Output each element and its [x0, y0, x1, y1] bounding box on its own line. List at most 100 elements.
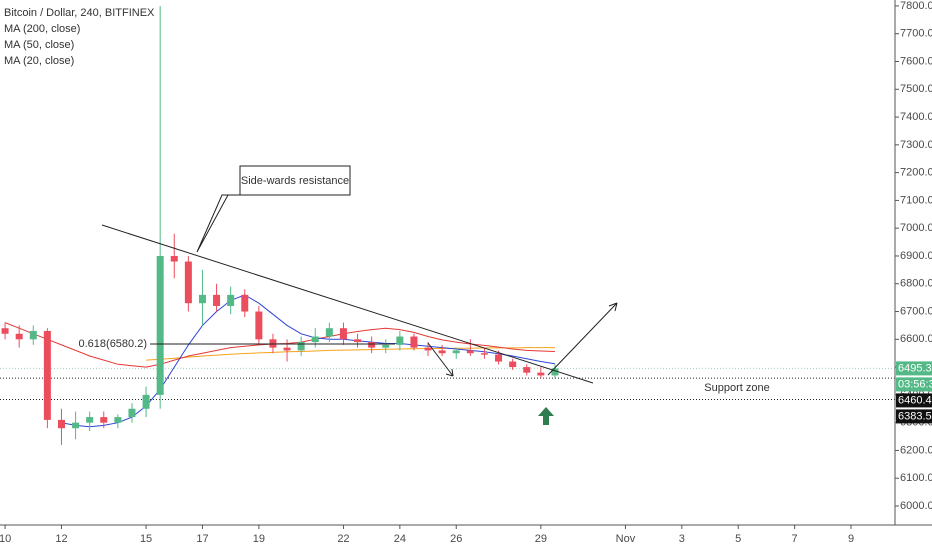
candle-body — [480, 353, 488, 355]
x-tick-label: 22 — [337, 533, 349, 545]
candle-body — [509, 361, 517, 368]
y-tick-label: 7100.0 — [900, 194, 932, 206]
x-tick-label: 12 — [55, 533, 67, 545]
countdown-tag — [896, 377, 932, 392]
candle-body — [213, 294, 221, 306]
candle-body — [410, 336, 418, 348]
legend: Bitcoin / Dollar, 240, BITFINEX MA (200,… — [4, 7, 155, 67]
y-tick-label: 6800.0 — [900, 278, 932, 290]
candle-body — [537, 372, 545, 376]
callout-box — [196, 165, 351, 253]
candle-body — [339, 328, 347, 340]
drawings: 0.618(6580.2) Side-wards resistance Supp… — [79, 165, 770, 425]
y-tick-label: 6600.0 — [900, 333, 932, 345]
candle-body — [424, 347, 432, 351]
y-tick-label: 6000.0 — [900, 500, 932, 512]
candles — [1, 5, 559, 445]
arrow-up — [547, 302, 618, 376]
x-tick-label: 26 — [450, 533, 462, 545]
candle-body — [198, 294, 206, 304]
candle-body — [184, 261, 192, 304]
candle-body — [269, 339, 277, 348]
x-tick-label: 19 — [253, 533, 265, 545]
candle-body — [551, 368, 559, 376]
y-tick-label: 7400.0 — [900, 111, 932, 123]
candle-body — [29, 330, 37, 340]
candle-body — [142, 394, 150, 409]
candle-body — [72, 422, 80, 429]
legend-entry: MA (50, close) — [4, 39, 74, 51]
candle-body — [283, 347, 291, 351]
candle-body — [466, 350, 474, 354]
trend-line — [101, 224, 594, 384]
candle-body — [325, 328, 333, 337]
x-tick-label: 17 — [196, 533, 208, 545]
candle-body — [495, 354, 503, 362]
x-tick-label: 29 — [535, 533, 547, 545]
price-tag-label: 6383.5 — [898, 410, 932, 422]
candle-body — [438, 350, 446, 354]
y-tick-label: 7300.0 — [900, 139, 932, 151]
candle-body — [128, 408, 136, 418]
y-tick-label: 7700.0 — [900, 28, 932, 40]
ma-line — [146, 347, 555, 361]
arrow-down — [427, 342, 454, 377]
candle-body — [57, 419, 65, 429]
candle-body — [100, 417, 108, 423]
x-tick-label: 10 — [0, 533, 11, 545]
candle-body — [227, 294, 235, 306]
y-tick-label: 7500.0 — [900, 83, 932, 95]
candle-body — [15, 333, 23, 340]
price-tag — [896, 393, 932, 408]
arrow-head — [445, 368, 454, 377]
candle-body — [1, 328, 9, 334]
y-tick-label: 6700.0 — [900, 305, 932, 317]
candle-body — [452, 350, 460, 354]
legend-entry: MA (200, close) — [4, 23, 80, 35]
fib-label: 0.618(6580.2) — [79, 338, 148, 350]
callout-text: Side-wards resistance — [241, 175, 349, 187]
x-tick-label: 5 — [735, 533, 741, 545]
price-tag — [896, 361, 932, 376]
candle-body — [396, 336, 404, 345]
support-label: Support zone — [704, 382, 769, 394]
candle-body — [170, 255, 178, 262]
symbol-title: Bitcoin / Dollar, 240, BITFINEX — [4, 7, 155, 19]
y-tick-label: 7200.0 — [900, 167, 932, 179]
y-tick-label: 7000.0 — [900, 222, 932, 234]
price-tag — [896, 409, 932, 424]
up-marker — [538, 407, 554, 425]
arrow-head — [608, 302, 618, 312]
candle-body — [297, 342, 305, 351]
candle-body — [354, 339, 362, 343]
candle-body — [156, 255, 164, 395]
y-tick-label: 6200.0 — [900, 444, 932, 456]
price-tag-label: 6460.4 — [898, 394, 932, 406]
legend-entry: MA (20, close) — [4, 55, 74, 67]
candle-body — [241, 294, 249, 312]
countdown-label: 03:56:39 — [898, 378, 932, 390]
candle-body — [368, 342, 376, 348]
y-tick-label: 6100.0 — [900, 472, 932, 484]
x-tick-label: 15 — [140, 533, 152, 545]
candle-body — [86, 417, 94, 423]
candle-body — [255, 311, 263, 340]
price-tag-label: 6495.3 — [898, 362, 932, 374]
candle-body — [523, 367, 531, 373]
candle-body — [382, 344, 390, 348]
candle-body — [43, 330, 51, 420]
y-tick-label: 7800.0 — [900, 0, 932, 12]
y-tick-label: 6900.0 — [900, 250, 932, 262]
x-tick-label: 3 — [679, 533, 685, 545]
x-tick-label: 24 — [394, 533, 406, 545]
price-tags: 6495.3 03:56:39 6460.4 6383.5 — [896, 361, 932, 424]
candle-body — [114, 417, 122, 423]
x-tick-label: 9 — [848, 533, 854, 545]
x-tick-label: Nov — [616, 533, 636, 545]
candle-body — [311, 336, 319, 343]
x-tick-label: 7 — [792, 533, 798, 545]
y-tick-label: 7600.0 — [900, 55, 932, 67]
